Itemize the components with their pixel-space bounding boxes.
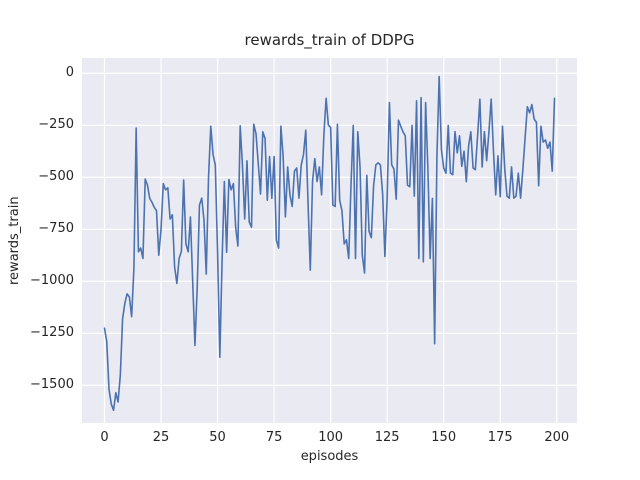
y-tick-label: 0 <box>65 65 74 81</box>
x-tick-label: 125 <box>374 430 400 445</box>
y-axis-label: rewards_train <box>7 196 22 285</box>
x-axis-label: episodes <box>300 449 359 464</box>
y-tick-label: −1250 <box>30 325 74 341</box>
chart-svg <box>82 58 577 423</box>
data-line-rewards_train <box>103 75 556 412</box>
y-tick-label: −1500 <box>30 377 74 393</box>
y-tick-label: −750 <box>38 221 74 237</box>
x-tick-label: 0 <box>100 430 109 445</box>
y-tick-label: −250 <box>38 117 74 133</box>
y-tick-label: −500 <box>38 169 74 185</box>
x-tick-label: 150 <box>431 430 457 445</box>
y-tick-label: −1000 <box>30 273 74 289</box>
x-tick-label: 25 <box>152 430 170 445</box>
x-tick-label: 100 <box>318 430 344 445</box>
x-tick-label: 50 <box>209 430 226 445</box>
chart-title: rewards_train of DDPG <box>244 31 415 49</box>
plot-background <box>82 58 577 423</box>
x-tick-label: 175 <box>487 430 513 445</box>
x-tick-label: 200 <box>544 430 570 445</box>
x-tick-label: 75 <box>265 430 283 445</box>
plot-area <box>82 58 577 423</box>
